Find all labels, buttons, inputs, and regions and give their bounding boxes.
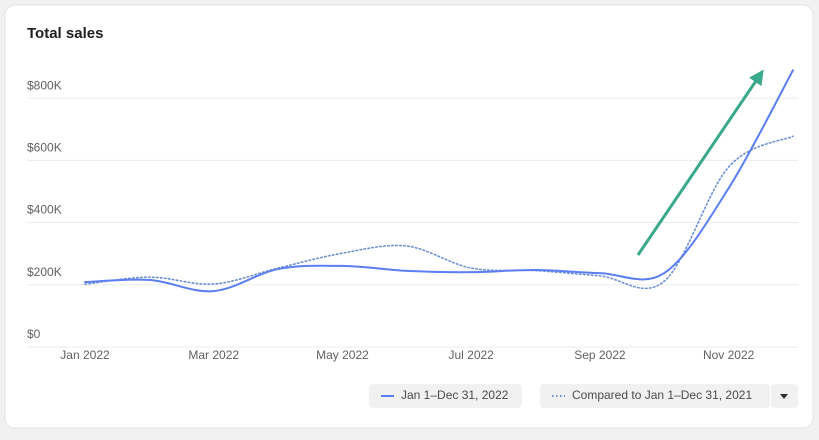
y-tick-label: $200K	[27, 265, 62, 279]
x-tick-label: Nov 2022	[703, 348, 755, 362]
series-line	[84, 69, 794, 293]
legend-label: Jan 1–Dec 31, 2022	[401, 388, 509, 402]
y-tick-label: $600K	[27, 141, 62, 155]
trend-arrow	[636, 69, 764, 256]
chart-title: Total sales	[27, 25, 103, 42]
legend-item-box[interactable]	[369, 384, 522, 408]
y-tick-label: $800K	[27, 78, 62, 92]
x-tick-label: Sep 2022	[574, 348, 626, 362]
x-tick-label: May 2022	[316, 348, 369, 362]
legend-label: Compared to Jan 1–Dec 31, 2021	[572, 388, 752, 402]
dropdown-icon	[780, 394, 788, 399]
y-tick-label: $400K	[27, 203, 62, 217]
legend-item-box[interactable]	[540, 384, 770, 408]
card	[4, 4, 814, 429]
x-tick-label: Jan 2022	[60, 348, 110, 362]
x-tick-label: Mar 2022	[188, 348, 239, 362]
y-tick-label: $0	[27, 327, 41, 341]
x-tick-label: Jul 2022	[448, 348, 494, 362]
legend: Jan 1–Dec 31, 2022 Compared to Jan 1–Dec…	[369, 384, 798, 408]
